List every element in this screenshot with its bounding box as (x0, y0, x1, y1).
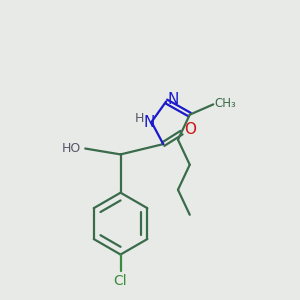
Text: N: N (168, 92, 179, 107)
Text: H: H (135, 112, 144, 125)
Text: HO: HO (62, 142, 81, 155)
Text: O: O (184, 122, 196, 137)
Text: N: N (143, 115, 155, 130)
Text: Cl: Cl (114, 274, 128, 288)
Text: CH₃: CH₃ (215, 97, 236, 110)
